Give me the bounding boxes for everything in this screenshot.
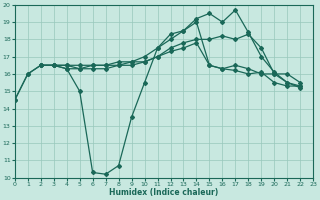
- X-axis label: Humidex (Indice chaleur): Humidex (Indice chaleur): [109, 188, 219, 197]
